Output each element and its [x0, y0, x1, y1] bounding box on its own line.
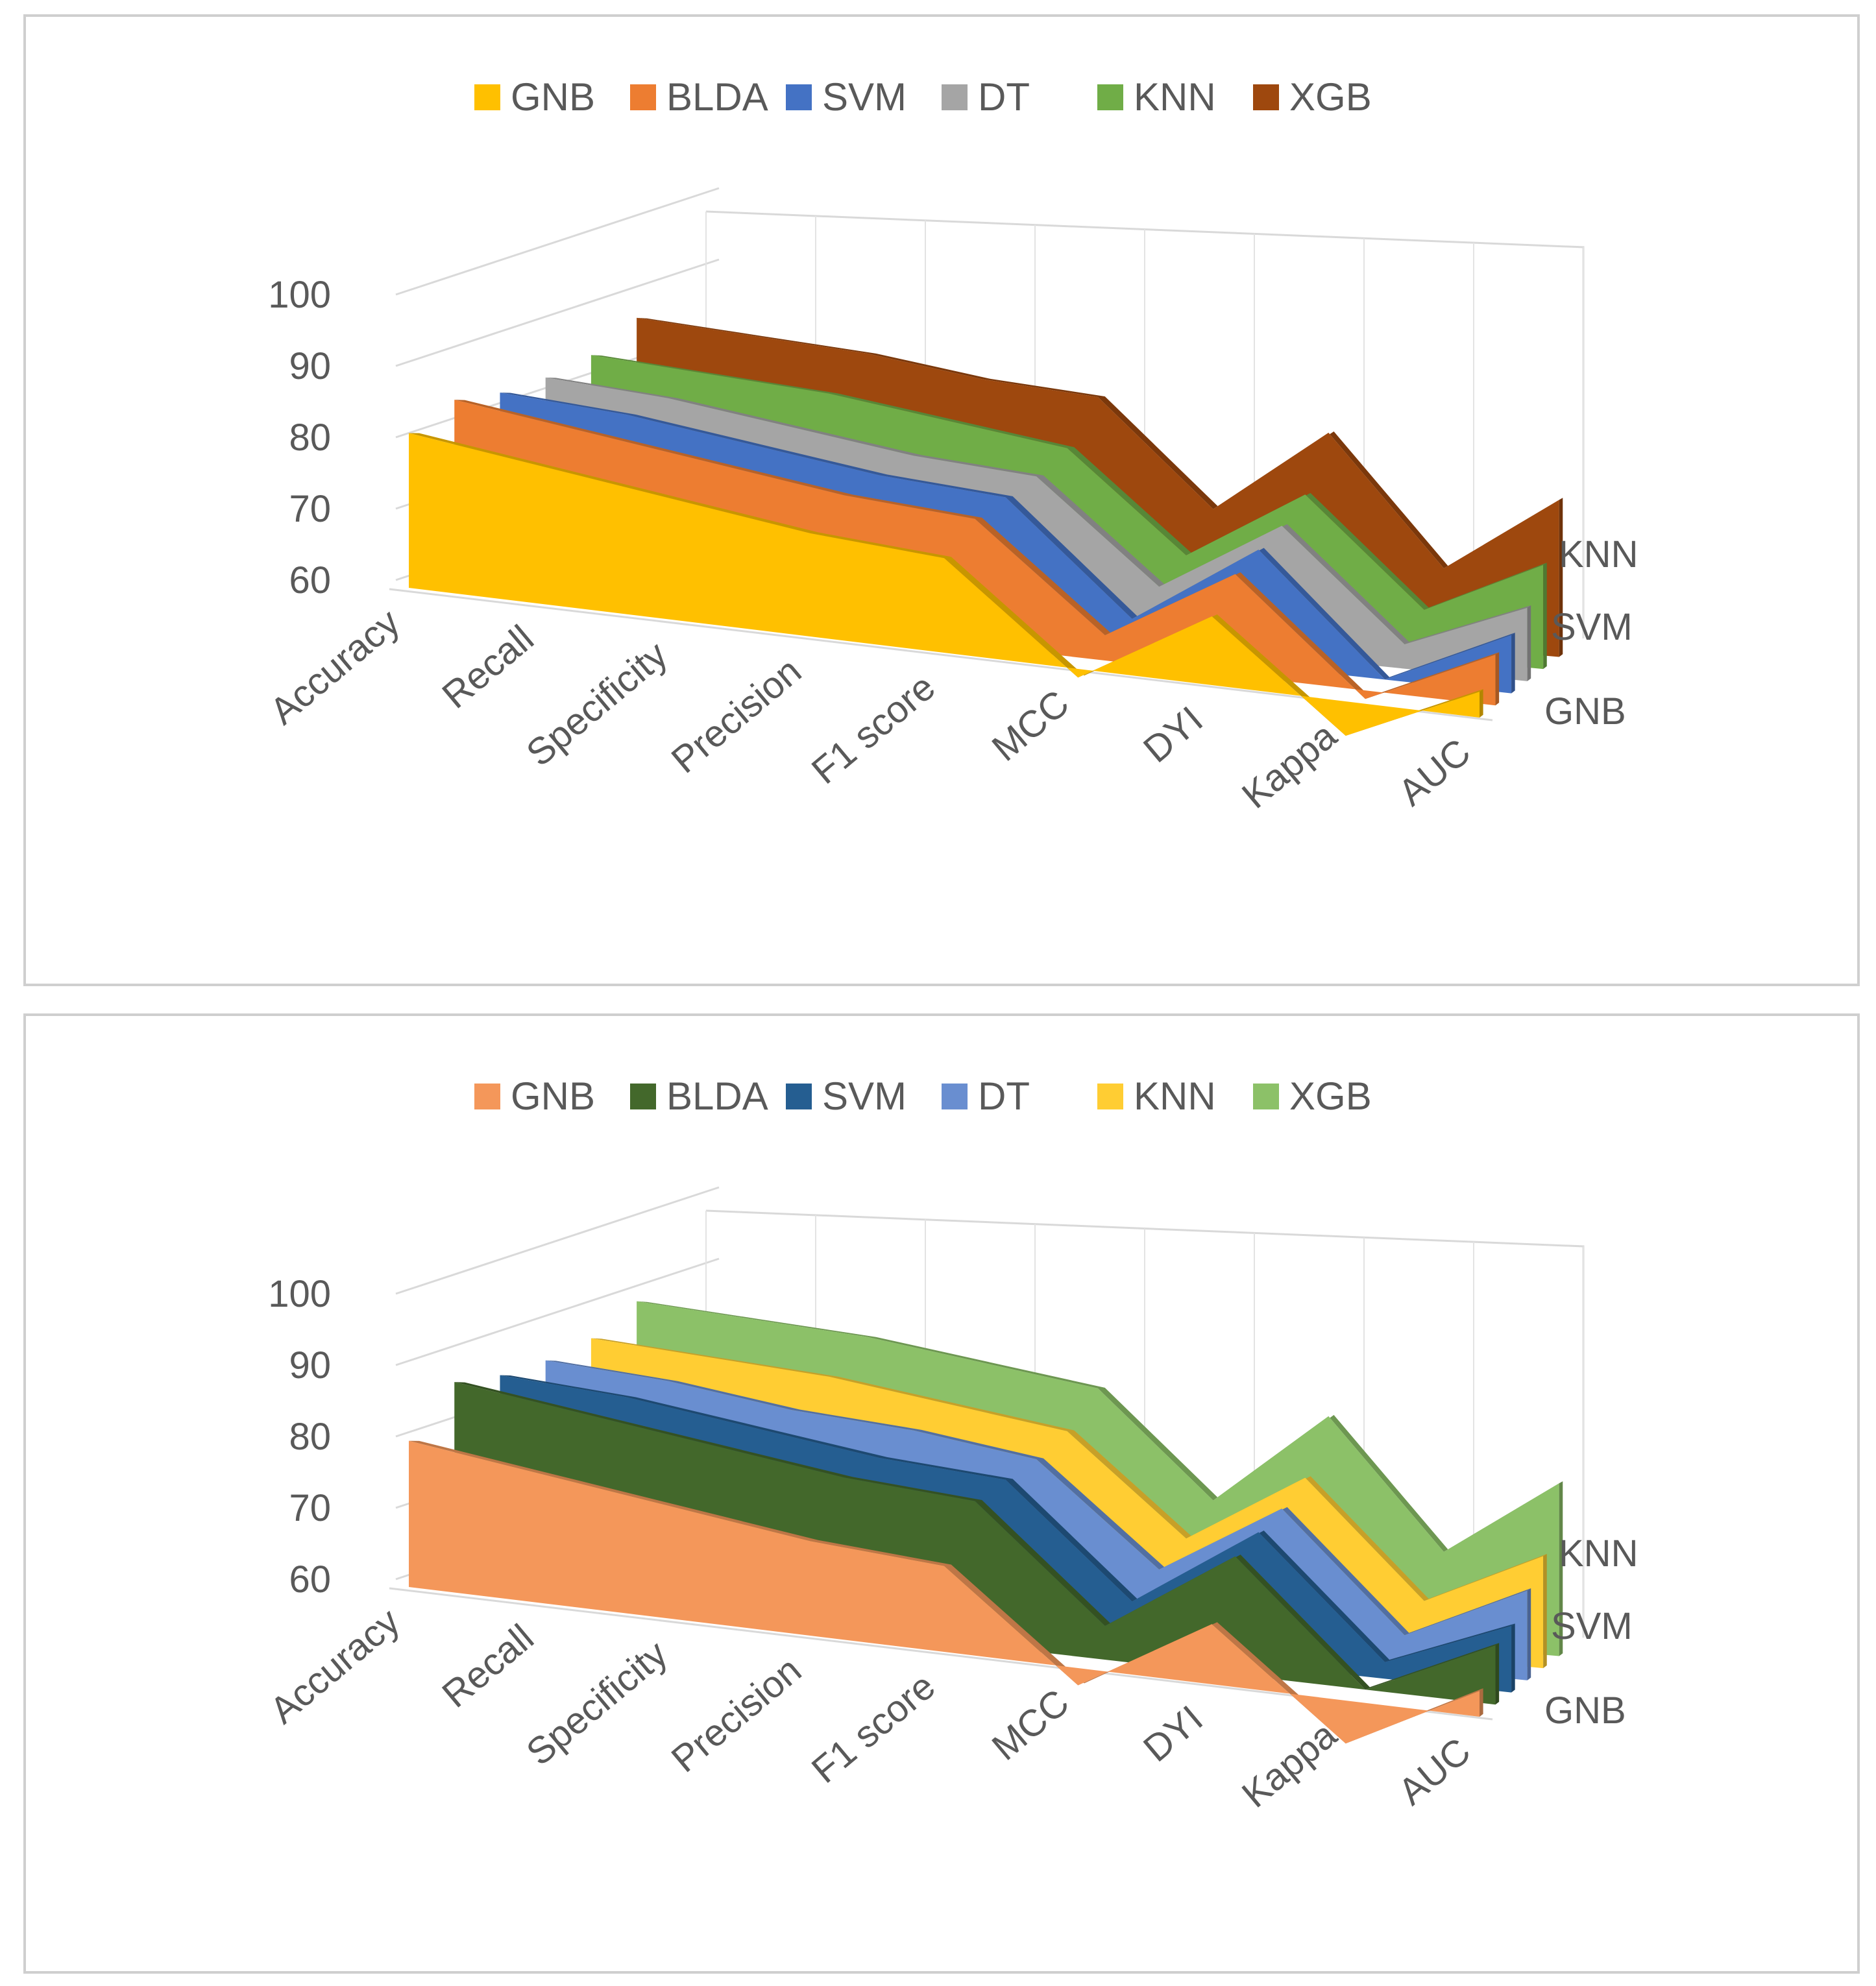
- depth-label-svm: SVM: [1551, 606, 1633, 648]
- legend-swatch-dt: [942, 84, 968, 110]
- legend-label-svm: SVM: [822, 75, 907, 119]
- legend-label-blda: BLDA: [666, 75, 768, 119]
- legend-swatch-blda: [630, 1084, 656, 1109]
- x-tick-label: F1 score: [804, 666, 944, 792]
- x-tick-label: Recall: [434, 1616, 541, 1715]
- x-tick-label: DYI: [1136, 698, 1211, 771]
- area-chart-3d-1: GNB BLDA SVM DT KNN XGB 60 70 80 90 100 Accuracy Rec…: [262, 75, 1638, 817]
- x-tick-label: Specificity: [518, 1632, 676, 1774]
- x-tick-label: Accuracy: [262, 1600, 408, 1732]
- x-tick-label: AUC: [1391, 731, 1479, 814]
- legend-label-xgb: XGB: [1289, 1074, 1372, 1118]
- series-blda: [454, 400, 1500, 706]
- area-side-xgb: [1559, 498, 1563, 657]
- series-gnb: [409, 1440, 1483, 1744]
- y-tick-label: 60: [289, 559, 331, 601]
- y-tick-label: 100: [268, 274, 331, 316]
- chart-panel-1: GNB BLDA SVM DT KNN XGB 60 70 80 90 100 Accuracy Rec…: [23, 14, 1860, 986]
- y-tick-label: 60: [289, 1558, 331, 1601]
- legend-label-knn: KNN: [1134, 1074, 1216, 1118]
- x-tick-label: DYI: [1136, 1697, 1211, 1770]
- legend-label-svm: SVM: [822, 1074, 907, 1118]
- y-tick-label: 100: [268, 1273, 331, 1315]
- legend: GNB BLDA SVM DT KNN XGB: [474, 1074, 1372, 1118]
- area-face-blda: [454, 1382, 1496, 1705]
- chart-panel-2: GNB BLDA SVM DT KNN XGB 60 70 80 90 100 Accuracy Rec…: [23, 1013, 1860, 1974]
- y-tick-label: 80: [289, 417, 331, 459]
- area-side-dt: [1527, 605, 1531, 681]
- legend-swatch-knn: [1097, 84, 1123, 110]
- legend-swatch-svm: [786, 84, 812, 110]
- legend-swatch-xgb: [1253, 84, 1279, 110]
- legend-swatch-blda: [630, 84, 656, 110]
- legend-label-knn: KNN: [1134, 75, 1216, 119]
- area-side-knn: [1543, 563, 1547, 670]
- y-tick-label: 70: [289, 1487, 331, 1529]
- area-face-blda: [454, 400, 1496, 706]
- x-tick-label: Recall: [434, 617, 541, 716]
- area-side-knn: [1543, 1554, 1547, 1669]
- legend: GNB BLDA SVM DT KNN XGB: [474, 75, 1372, 119]
- area-side-svm: [1511, 1623, 1515, 1693]
- series-blda: [454, 1382, 1500, 1705]
- depth-label-knn: KNN: [1559, 1532, 1638, 1575]
- x-tick-label: MCC: [984, 682, 1077, 769]
- legend-label-gnb: GNB: [511, 1074, 595, 1118]
- depth-label-gnb: GNB: [1544, 690, 1626, 733]
- x-tick-label: MCC: [984, 1681, 1077, 1769]
- depth-label-svm: SVM: [1551, 1605, 1633, 1647]
- legend-swatch-gnb: [474, 84, 500, 110]
- area-side-dt: [1527, 1588, 1531, 1680]
- legend-label-blda: BLDA: [666, 1074, 768, 1118]
- area-side-gnb: [1480, 689, 1483, 718]
- legend-swatch-gnb: [474, 1084, 500, 1109]
- legend-swatch-xgb: [1253, 1084, 1279, 1109]
- x-tick-label: Specificity: [518, 633, 676, 775]
- y-tick-label: 70: [289, 488, 331, 530]
- y-tick-label: 90: [289, 1344, 331, 1387]
- legend-swatch-svm: [786, 1084, 812, 1109]
- x-tick-label: Kappa: [1234, 1714, 1345, 1816]
- area-face-gnb: [409, 1440, 1480, 1744]
- x-tick-label: Accuracy: [262, 601, 408, 733]
- legend-label-xgb: XGB: [1289, 75, 1372, 119]
- area-side-gnb: [1480, 1688, 1483, 1717]
- x-tick-label: Precision: [664, 1649, 810, 1780]
- y-tick-label: 80: [289, 1416, 331, 1458]
- legend-swatch-dt: [942, 1084, 968, 1109]
- series-gnb: [409, 433, 1483, 736]
- x-tick-label: AUC: [1391, 1730, 1479, 1813]
- area-side-xgb: [1559, 1481, 1563, 1656]
- y-tick-label: 90: [289, 345, 331, 387]
- legend-label-dt: DT: [978, 75, 1030, 119]
- area-face-gnb: [409, 433, 1480, 736]
- legend-label-gnb: GNB: [511, 75, 595, 119]
- depth-label-gnb: GNB: [1544, 1689, 1626, 1732]
- area-side-blda: [1495, 1643, 1500, 1705]
- x-tick-label: Kappa: [1234, 714, 1345, 817]
- x-tick-label: F1 score: [804, 1665, 944, 1791]
- x-tick-label: Precision: [664, 649, 810, 781]
- area-chart-3d-2: GNB BLDA SVM DT KNN XGB 60 70 80 90 100 Accuracy Rec…: [262, 1074, 1638, 1816]
- depth-label-knn: KNN: [1559, 533, 1638, 575]
- legend-swatch-knn: [1097, 1084, 1123, 1109]
- legend-label-dt: DT: [978, 1074, 1030, 1118]
- area-side-svm: [1511, 633, 1515, 694]
- area-side-blda: [1495, 652, 1500, 706]
